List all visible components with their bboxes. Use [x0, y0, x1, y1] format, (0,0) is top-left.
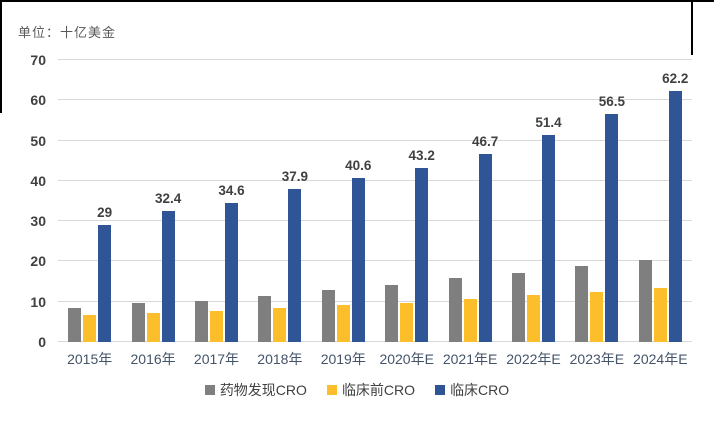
y-tick-label-50: 50: [30, 132, 46, 149]
y-tick-label-40: 40: [30, 172, 46, 189]
y-tick-label-10: 10: [30, 293, 46, 310]
bar-临床CRO-2024年E: 62.2: [662, 71, 688, 342]
legend-swatch-icon: [435, 385, 446, 395]
data-label-2024年E: 62.2: [662, 71, 689, 87]
bar-临床前CRO-2018年: [273, 307, 287, 342]
legend-label: 药物发现CRO: [219, 382, 307, 398]
data-label-2021年E: 46.7: [471, 133, 499, 149]
bar-临床前CRO-2024年E: [653, 288, 667, 342]
data-label-2023年E: 56.5: [598, 94, 626, 110]
bar-药物发现CRO-2016年: [131, 303, 145, 342]
data-label-2015年: 29: [97, 205, 113, 221]
gridline-y-20: [58, 260, 692, 262]
bar-group-2017年: 34.6 2017年: [185, 60, 248, 367]
frame-border-top: [0, 0, 714, 2]
gridline-y-10: [58, 300, 692, 302]
bar-药物发现CRO-2022年E: [511, 272, 525, 342]
bar-药物发现CRO-2018年: [258, 295, 272, 342]
y-tick-label-0: 0: [38, 334, 46, 350]
bar-group-2023年E: 56.5 2023年E: [565, 60, 628, 367]
y-tick-label-60: 60: [30, 92, 46, 109]
bar-临床CRO-2016年: 32.4: [155, 191, 181, 342]
bar-group-2024年E: 62.2 2024年E: [629, 60, 692, 367]
bar-临床前CRO-2016年: [146, 313, 160, 342]
legend-swatch-icon: [326, 385, 337, 395]
gridline-y-40: [58, 179, 692, 181]
x-tick-label-2017年: 2017年: [193, 351, 240, 367]
bar-group-2019年: 40.6 2019年: [312, 60, 375, 367]
data-label-2017年: 34.6: [218, 182, 245, 198]
legend-label: 临床前CRO: [341, 382, 416, 398]
x-tick-label-2015年: 2015年: [67, 351, 113, 367]
bar-临床CRO-2023年E: 56.5: [599, 94, 625, 342]
bar-临床前CRO-2021年E: [463, 298, 477, 342]
bar-group-2021年E: 46.7 2021年E: [438, 60, 501, 367]
bar-药物发现CRO-2023年E: [575, 266, 589, 342]
x-tick-label-2023年E: 2023年E: [569, 351, 625, 367]
bar-药物发现CRO-2015年: [68, 307, 82, 342]
legend-item-药物发现CRO: 药物发现CRO: [204, 380, 307, 400]
bar-临床CRO-2019年: 40.6: [345, 158, 371, 342]
bar-临床前CRO-2023年E: [590, 291, 604, 342]
legend: 药物发现CRO 临床前CRO 临床CRO: [0, 380, 714, 400]
bar-临床前CRO-2015年: [83, 315, 97, 342]
bar-group-2015年: 29 2015年: [58, 60, 121, 367]
bar-临床CRO-2022年E: 51.4: [535, 115, 562, 342]
x-tick-label-2020年E: 2020年E: [379, 351, 434, 367]
bar-药物发现CRO-2020年E: [385, 284, 399, 342]
x-tick-label-2021年E: 2021年E: [442, 351, 498, 367]
bar-临床前CRO-2022年E: [526, 294, 540, 342]
bar-临床前CRO-2019年: [336, 305, 350, 342]
x-tick-label-2018年: 2018年: [257, 351, 303, 367]
x-tick-label-2024年E: 2024年E: [633, 351, 688, 367]
bar-临床前CRO-2020年E: [400, 302, 414, 342]
bar-临床CRO-2021年E: 46.7: [472, 134, 498, 342]
unit-label: 单位：十亿美金: [18, 25, 117, 40]
legend-item-临床前CRO: 临床前CRO: [326, 380, 416, 400]
data-label-2018年: 37.9: [281, 169, 309, 185]
x-tick-label-2016年: 2016年: [130, 351, 176, 367]
data-label-2019年: 40.6: [345, 158, 372, 174]
bar-临床CRO-2015年: 29: [97, 205, 112, 342]
legend-item-临床CRO: 临床CRO: [435, 380, 509, 400]
data-label-2016年: 32.4: [154, 191, 182, 207]
bar-临床前CRO-2017年: [209, 310, 223, 342]
plot-area: 29 2015年 32.4 2016年 34.6 2017年 37.9 2018年 40.6 20…: [58, 59, 692, 367]
legend-label: 临床CRO: [450, 382, 510, 398]
gridline-y-0: [58, 341, 692, 342]
x-tick-label-2022年E: 2022年E: [506, 351, 561, 367]
y-tick-label-30: 30: [30, 213, 46, 230]
bar-临床CRO-2018年: 37.9: [282, 169, 308, 342]
bar-group-2016年: 32.4 2016年: [121, 60, 184, 367]
y-tick-label-20: 20: [30, 253, 46, 270]
frame-border-left: [0, 0, 2, 113]
gridline-y-50: [58, 139, 692, 141]
frame-border-right: [691, 0, 693, 55]
y-tick-label-70: 70: [30, 52, 46, 68]
legend-swatch-icon: [204, 385, 215, 395]
gridline-y-60: [58, 99, 692, 101]
data-label-2020年E: 43.2: [408, 147, 435, 163]
bar-临床CRO-2017年: 34.6: [218, 183, 245, 342]
bar-group-2018年: 37.9 2018年: [248, 60, 311, 367]
bar-药物发现CRO-2019年: [321, 289, 335, 342]
x-tick-label-2019年: 2019年: [320, 351, 366, 367]
bar-临床CRO-2020年E: 43.2: [409, 148, 435, 342]
bar-group-2020年E: 43.2 2020年E: [375, 60, 438, 367]
bar-group-2022年E: 51.4 2022年E: [502, 60, 565, 367]
gridline-y-30: [58, 220, 692, 222]
data-label-2022年E: 51.4: [535, 114, 562, 130]
bar-药物发现CRO-2017年: [194, 300, 208, 342]
bar-药物发现CRO-2024年E: [638, 259, 652, 342]
gridline-y-70: [58, 59, 692, 60]
bar-药物发现CRO-2021年E: [448, 277, 462, 342]
